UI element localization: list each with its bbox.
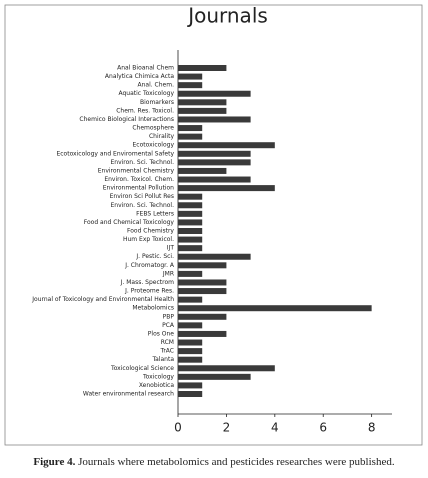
y-tick-label: Chem. Res. Toxicol. bbox=[116, 107, 174, 114]
x-tick-label: 4 bbox=[271, 421, 279, 435]
y-tick-label: Plos One bbox=[148, 330, 175, 337]
bar bbox=[178, 228, 203, 234]
bar bbox=[178, 133, 203, 140]
y-tick-label: IJT bbox=[167, 245, 175, 252]
y-tick-label: Environ Sci Pollut Res bbox=[110, 193, 174, 200]
y-tick-label: Journal of Toxicology and Environmental … bbox=[31, 296, 174, 303]
bar bbox=[178, 365, 275, 372]
y-tick-label: TrAC bbox=[160, 348, 174, 355]
bar bbox=[178, 330, 227, 337]
bar bbox=[178, 322, 203, 329]
y-tick-label: Environmental Chemistry bbox=[98, 167, 175, 174]
bar bbox=[178, 288, 227, 295]
bar bbox=[178, 142, 275, 149]
x-tick-label: 6 bbox=[319, 421, 327, 435]
bar bbox=[178, 373, 251, 380]
y-tick-label: JMR bbox=[162, 270, 174, 277]
caption-label: Figure 4. bbox=[33, 456, 76, 468]
bar bbox=[178, 90, 251, 97]
bar bbox=[178, 99, 227, 106]
y-tick-label: Environ. Toxicol. Chem. bbox=[104, 176, 174, 183]
bar bbox=[178, 245, 203, 252]
chart: Journals 0 2 4 6 8 Anal Bioanal ChemAnalytica… bbox=[4, 4, 423, 446]
bar bbox=[178, 236, 203, 243]
bar bbox=[178, 107, 227, 114]
y-tick-label: Metabolomics bbox=[132, 305, 174, 312]
bar bbox=[178, 296, 203, 303]
y-tick-label: J. Mass. Spectrom bbox=[120, 279, 174, 286]
y-tick-label: Anal. Chem. bbox=[137, 82, 174, 89]
caption: Figure 4. Journals where metabolomics an… bbox=[0, 456, 428, 468]
y-tick-label: Food and Chemical Toxicology bbox=[84, 219, 175, 226]
bar bbox=[178, 116, 251, 123]
chart-title: Journals bbox=[186, 4, 268, 28]
y-tick-label: Hum Exp Toxicol. bbox=[123, 236, 174, 243]
y-tick-label: Chirality bbox=[149, 133, 174, 140]
y-tick-label: Food Chemistry bbox=[127, 228, 174, 235]
bar bbox=[178, 202, 203, 209]
bar bbox=[178, 210, 203, 217]
bar bbox=[178, 339, 203, 346]
y-tick-label: J. Proteome Res. bbox=[124, 288, 174, 295]
y-tick-label: PCA bbox=[162, 322, 175, 329]
bar bbox=[178, 253, 251, 260]
y-tick-label: RCM bbox=[161, 339, 174, 346]
bar bbox=[178, 65, 227, 71]
bar bbox=[178, 167, 227, 174]
y-tick-label: FEBS Letters bbox=[136, 210, 174, 217]
bar bbox=[178, 193, 203, 200]
bar bbox=[178, 73, 203, 80]
y-tick-label: Environ. Sci. Technol. bbox=[110, 202, 174, 209]
y-tick-label: Ecotoxicology bbox=[133, 142, 175, 149]
bar bbox=[178, 391, 203, 397]
y-tick-label: Xenobiotica bbox=[139, 382, 174, 389]
bar bbox=[178, 313, 227, 320]
frame bbox=[4, 4, 423, 446]
y-tick-label: Anal Bioanal Chem bbox=[117, 65, 174, 72]
bar bbox=[178, 270, 203, 277]
y-tick-label: Chemico Biological Interactions bbox=[79, 116, 174, 123]
caption-text: Journals where metabolomics and pesticid… bbox=[78, 456, 395, 468]
y-tick-label: Environmental Pollution bbox=[103, 185, 174, 192]
bar bbox=[178, 279, 227, 286]
y-tick-label: J. Pestic. Sci. bbox=[135, 253, 174, 260]
bar bbox=[178, 219, 203, 226]
bar bbox=[178, 262, 227, 269]
bar bbox=[178, 356, 203, 363]
y-tick-label: Analytica Chimica Acta bbox=[105, 73, 174, 80]
y-tick-label: Water environmental research bbox=[83, 391, 174, 398]
bar bbox=[178, 159, 251, 166]
x-tick-label: 8 bbox=[368, 421, 376, 435]
bar bbox=[178, 82, 203, 89]
bar bbox=[178, 348, 203, 355]
x-tick-label: 0 bbox=[174, 421, 182, 435]
bar bbox=[178, 382, 203, 389]
y-tick-label: Aquatic Toxicology bbox=[118, 90, 174, 97]
x-tick-label: 2 bbox=[223, 421, 231, 435]
y-tick-label: Talanta bbox=[151, 356, 174, 363]
y-tick-label: Ecotoxicology and Enviromental Safety bbox=[56, 150, 174, 157]
y-tick-label: Toxicology bbox=[142, 373, 174, 380]
y-tick-label: Toxicological Science bbox=[110, 365, 174, 372]
bar bbox=[178, 125, 203, 132]
y-tick-label: J. Chromatogr. A bbox=[124, 262, 175, 269]
y-tick-label: Biomarkers bbox=[140, 99, 174, 106]
y-tick-label: PBP bbox=[163, 313, 175, 320]
y-tick-label: Chemosphere bbox=[132, 125, 174, 132]
bar bbox=[178, 150, 251, 157]
bar bbox=[178, 185, 275, 192]
bar bbox=[178, 176, 251, 183]
bar bbox=[178, 305, 372, 312]
y-tick-label: Environ. Sci. Technol. bbox=[110, 159, 174, 166]
